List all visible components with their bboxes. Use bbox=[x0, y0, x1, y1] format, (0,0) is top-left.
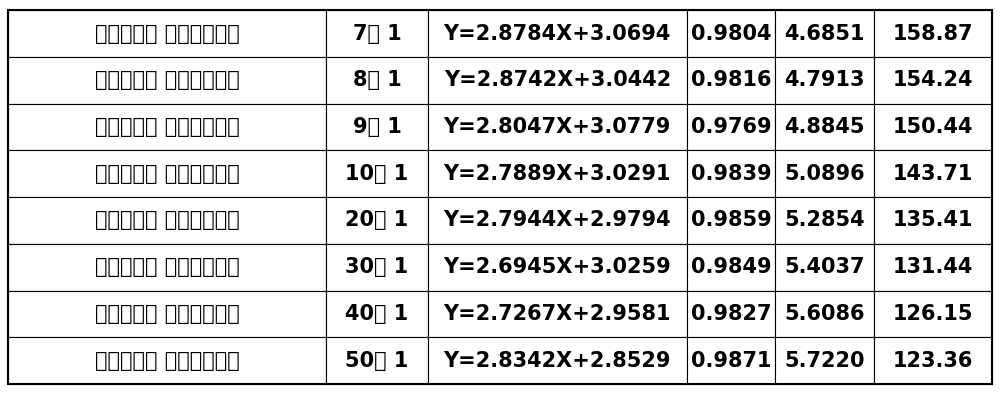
Text: 30： 1: 30： 1 bbox=[345, 257, 409, 277]
Bar bbox=[326, 290, 428, 337]
Text: 丙硫菌唆： 高效精甲霜灵: 丙硫菌唆： 高效精甲霜灵 bbox=[95, 117, 239, 137]
Bar bbox=[874, 10, 992, 57]
Bar bbox=[687, 290, 775, 337]
Text: 丙硫菌唆： 高效精甲霜灵: 丙硫菌唆： 高效精甲霜灵 bbox=[95, 304, 239, 324]
Text: 5.7220: 5.7220 bbox=[784, 351, 865, 371]
Text: Y=2.8742X+3.0442: Y=2.8742X+3.0442 bbox=[444, 71, 671, 90]
Text: 丙硫菌唆： 高效精甲霜灵: 丙硫菌唆： 高效精甲霜灵 bbox=[95, 164, 239, 184]
Bar bbox=[428, 57, 687, 104]
Bar bbox=[687, 151, 775, 197]
Text: 0.9839: 0.9839 bbox=[691, 164, 771, 184]
Bar bbox=[687, 197, 775, 244]
Bar bbox=[326, 104, 428, 151]
Text: Y=2.8047X+3.0779: Y=2.8047X+3.0779 bbox=[444, 117, 671, 137]
Text: Y=2.8784X+3.0694: Y=2.8784X+3.0694 bbox=[444, 24, 671, 44]
Bar bbox=[775, 337, 874, 384]
Bar bbox=[326, 244, 428, 290]
Text: 丙硫菌唆： 高效精甲霜灵: 丙硫菌唆： 高效精甲霜灵 bbox=[95, 71, 239, 90]
Bar bbox=[874, 151, 992, 197]
Bar bbox=[775, 290, 874, 337]
Bar bbox=[428, 151, 687, 197]
Text: 10： 1: 10： 1 bbox=[345, 164, 409, 184]
Text: Y=2.6945X+3.0259: Y=2.6945X+3.0259 bbox=[443, 257, 671, 277]
Text: 0.9816: 0.9816 bbox=[691, 71, 771, 90]
Text: 20： 1: 20： 1 bbox=[345, 210, 409, 230]
Text: Y=2.7267X+2.9581: Y=2.7267X+2.9581 bbox=[444, 304, 671, 324]
Bar bbox=[775, 104, 874, 151]
Text: 8： 1: 8： 1 bbox=[353, 71, 401, 90]
Text: 5.6086: 5.6086 bbox=[784, 304, 865, 324]
Text: 0.9769: 0.9769 bbox=[691, 117, 771, 137]
Bar bbox=[428, 197, 687, 244]
Text: 158.87: 158.87 bbox=[893, 24, 973, 44]
Bar bbox=[8, 290, 326, 337]
Bar bbox=[428, 244, 687, 290]
Text: 7： 1: 7： 1 bbox=[353, 24, 401, 44]
Text: 126.15: 126.15 bbox=[893, 304, 973, 324]
Text: 0.9849: 0.9849 bbox=[691, 257, 771, 277]
Bar bbox=[775, 151, 874, 197]
Bar bbox=[428, 10, 687, 57]
Text: 135.41: 135.41 bbox=[893, 210, 973, 230]
Bar bbox=[8, 197, 326, 244]
Text: 0.9827: 0.9827 bbox=[691, 304, 771, 324]
Bar bbox=[775, 57, 874, 104]
Text: 丙硫菌唆： 高效精甲霜灵: 丙硫菌唆： 高效精甲霜灵 bbox=[95, 257, 239, 277]
Bar bbox=[8, 151, 326, 197]
Bar bbox=[874, 197, 992, 244]
Text: 5.4037: 5.4037 bbox=[784, 257, 865, 277]
Bar bbox=[326, 197, 428, 244]
Text: 4.7913: 4.7913 bbox=[784, 71, 865, 90]
Text: 5.2854: 5.2854 bbox=[784, 210, 865, 230]
Bar bbox=[874, 290, 992, 337]
Bar bbox=[8, 244, 326, 290]
Bar bbox=[687, 244, 775, 290]
Bar bbox=[775, 197, 874, 244]
Text: 40： 1: 40： 1 bbox=[345, 304, 409, 324]
Text: 123.36: 123.36 bbox=[893, 351, 973, 371]
Bar bbox=[8, 337, 326, 384]
Text: 9： 1: 9： 1 bbox=[353, 117, 401, 137]
Text: Y=2.8342X+2.8529: Y=2.8342X+2.8529 bbox=[444, 351, 671, 371]
Text: Y=2.7944X+2.9794: Y=2.7944X+2.9794 bbox=[444, 210, 671, 230]
Bar bbox=[874, 104, 992, 151]
Bar bbox=[428, 337, 687, 384]
Text: 150.44: 150.44 bbox=[893, 117, 973, 137]
Bar bbox=[8, 57, 326, 104]
Bar bbox=[428, 290, 687, 337]
Bar bbox=[326, 10, 428, 57]
Text: 0.9804: 0.9804 bbox=[691, 24, 771, 44]
Bar bbox=[326, 151, 428, 197]
Bar bbox=[687, 337, 775, 384]
Text: 4.8845: 4.8845 bbox=[784, 117, 865, 137]
Text: 143.71: 143.71 bbox=[893, 164, 973, 184]
Bar bbox=[326, 337, 428, 384]
Bar bbox=[428, 104, 687, 151]
Text: 0.9871: 0.9871 bbox=[691, 351, 771, 371]
Bar bbox=[687, 10, 775, 57]
Bar bbox=[687, 104, 775, 151]
Bar bbox=[8, 10, 326, 57]
Text: 4.6851: 4.6851 bbox=[784, 24, 865, 44]
Text: Y=2.7889X+3.0291: Y=2.7889X+3.0291 bbox=[444, 164, 671, 184]
Text: 154.24: 154.24 bbox=[893, 71, 973, 90]
Bar bbox=[326, 57, 428, 104]
Text: 0.9859: 0.9859 bbox=[691, 210, 771, 230]
Text: 丙硫菌唆： 高效精甲霜灵: 丙硫菌唆： 高效精甲霜灵 bbox=[95, 351, 239, 371]
Bar bbox=[874, 337, 992, 384]
Text: 丙硫菌唆： 高效精甲霜灵: 丙硫菌唆： 高效精甲霜灵 bbox=[95, 210, 239, 230]
Bar bbox=[775, 10, 874, 57]
Text: 5.0896: 5.0896 bbox=[784, 164, 865, 184]
Bar bbox=[687, 57, 775, 104]
Text: 丙硫菌唆： 高效精甲霜灵: 丙硫菌唆： 高效精甲霜灵 bbox=[95, 24, 239, 44]
Bar bbox=[874, 244, 992, 290]
Text: 50： 1: 50： 1 bbox=[345, 351, 409, 371]
Bar bbox=[775, 244, 874, 290]
Text: 131.44: 131.44 bbox=[893, 257, 973, 277]
Bar bbox=[8, 104, 326, 151]
Bar bbox=[874, 57, 992, 104]
